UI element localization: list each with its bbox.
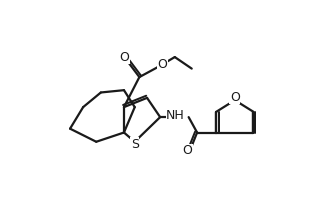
Text: NH: NH xyxy=(166,109,185,122)
Text: S: S xyxy=(131,138,139,151)
Text: O: O xyxy=(230,91,240,104)
Text: O: O xyxy=(182,144,192,158)
Text: O: O xyxy=(119,50,129,64)
Text: O: O xyxy=(157,58,167,71)
